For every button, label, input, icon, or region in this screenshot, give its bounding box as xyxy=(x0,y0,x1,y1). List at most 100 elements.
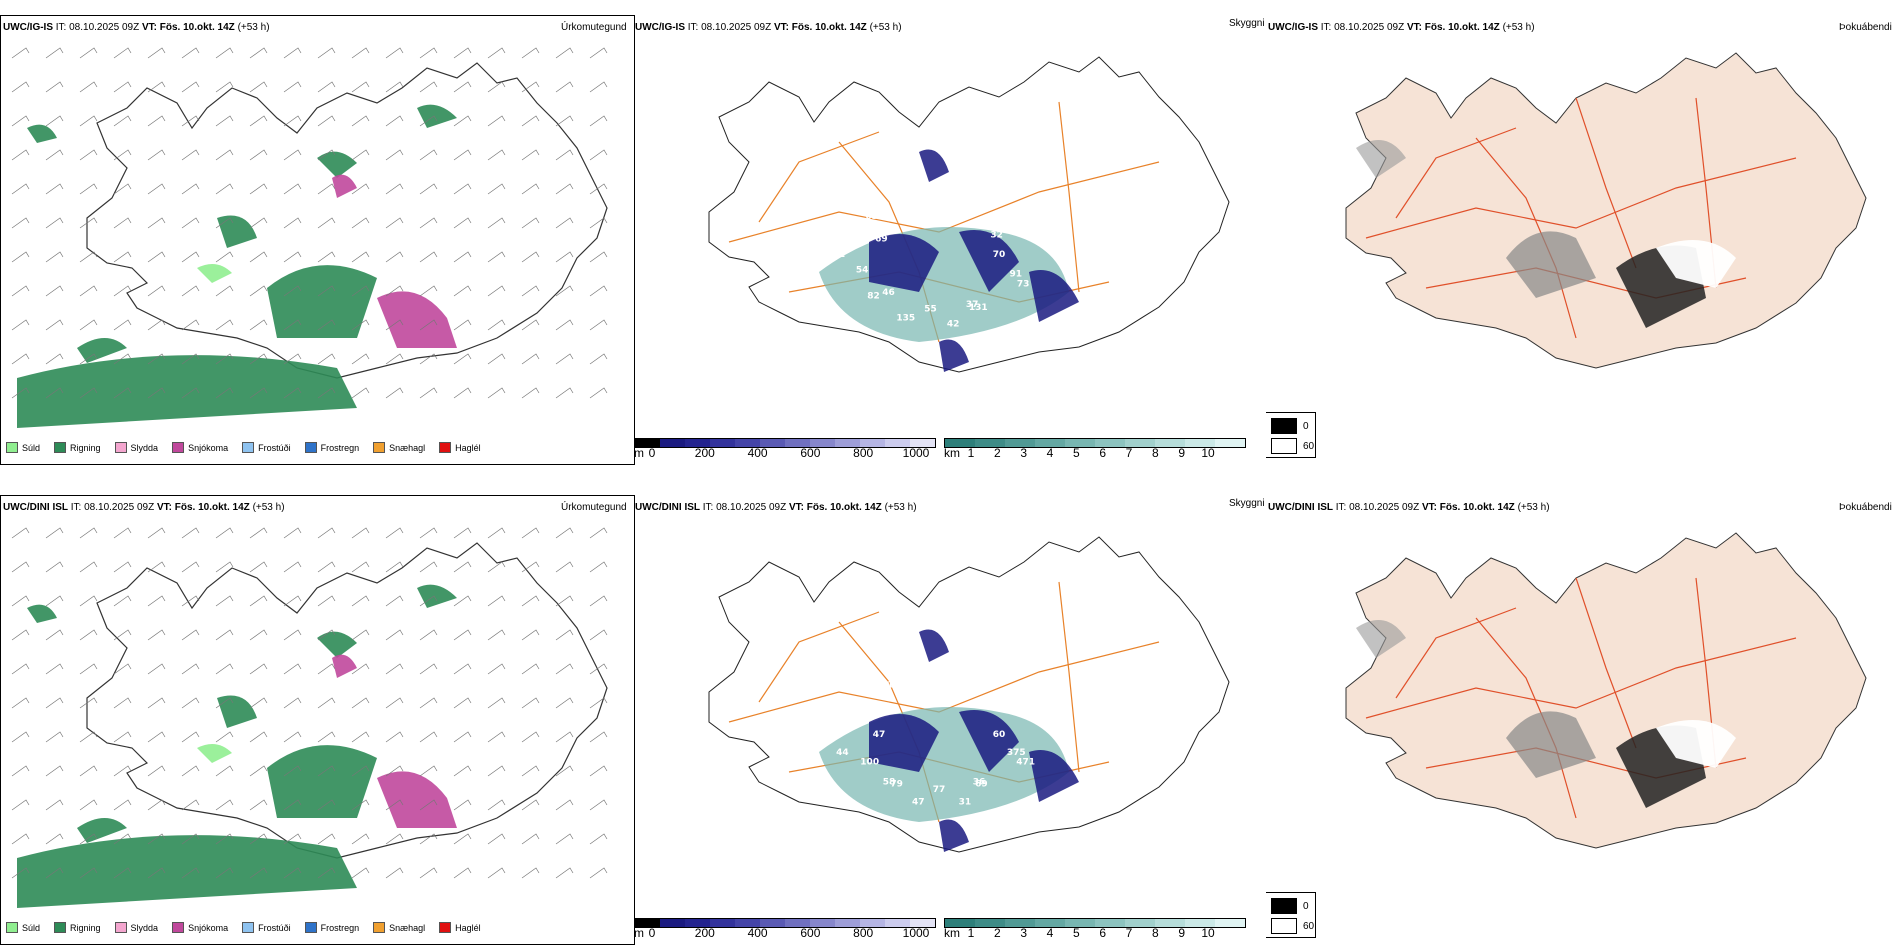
wind-barb xyxy=(215,799,234,811)
wind-barb xyxy=(589,115,608,127)
colorbar-segment xyxy=(910,439,935,447)
wind-barb xyxy=(79,765,98,777)
wind-barb xyxy=(589,731,608,743)
wind-barb xyxy=(147,561,166,573)
wind-barb xyxy=(11,81,30,93)
precip-legend: Súld Rigning Slydda Snjókoma Frostúði Frostre… xyxy=(6,922,481,933)
wind-barb xyxy=(385,697,404,709)
wind-barb xyxy=(283,319,302,331)
ceiling-colorbar xyxy=(634,438,936,448)
wind-barb xyxy=(113,251,132,263)
fog-legend-white-swatch xyxy=(1271,438,1297,454)
wind-barb xyxy=(521,629,540,641)
wind-barb xyxy=(45,319,64,331)
ceiling-value-label: 73 xyxy=(1017,280,1030,290)
wind-barb xyxy=(113,353,132,365)
wind-barb xyxy=(181,867,200,879)
wind-barb xyxy=(589,765,608,777)
wind-barb xyxy=(215,561,234,573)
visibility-ticks: 1 2 3 4 5 6 7 8 9 10 xyxy=(944,446,1244,462)
wind-barb xyxy=(215,47,234,59)
ceiling-value-label: 91 xyxy=(1010,270,1023,280)
wind-barb xyxy=(181,629,200,641)
colorbar-segment xyxy=(810,439,835,447)
wind-barb xyxy=(79,595,98,607)
wind-barb xyxy=(521,183,540,195)
wind-barb xyxy=(589,867,608,879)
wind-barb xyxy=(283,697,302,709)
ceiling-unit: m xyxy=(634,446,644,460)
ceiling-value-label: 100 xyxy=(860,758,879,768)
legend-label: Rigning xyxy=(70,922,101,933)
precip-legend-item: Snæhagl xyxy=(373,442,425,453)
wind-barb xyxy=(487,183,506,195)
colorbar-segment xyxy=(860,439,885,447)
wind-barb xyxy=(147,47,166,59)
fog-panel-top: UWC/IG-IS IT: 08.10.2025 09Z VT: Fös. 10… xyxy=(1266,14,1900,466)
wind-barb xyxy=(317,47,336,59)
wind-barb xyxy=(385,765,404,777)
wind-barb xyxy=(79,629,98,641)
wind-barb xyxy=(589,833,608,845)
wind-barb xyxy=(45,285,64,297)
colorbar-tick: 1000 xyxy=(902,926,930,940)
wind-barb xyxy=(589,149,608,161)
precip-panel-bottom: UWC/DINI ISL IT: 08.10.2025 09Z VT: Fös.… xyxy=(0,494,636,946)
wind-barb xyxy=(11,799,30,811)
precip-area xyxy=(197,744,232,763)
legend-swatch xyxy=(54,442,67,453)
wind-barb xyxy=(113,217,132,229)
ceiling-value-label: 67 xyxy=(921,196,934,206)
map-layer xyxy=(17,62,608,428)
ceiling-value-label: 52 xyxy=(833,250,846,260)
wind-barb xyxy=(181,595,200,607)
wind-barb xyxy=(317,799,336,811)
wind-barb xyxy=(215,251,234,263)
precip-header: UWC/IG-IS IT: 08.10.2025 09Z VT: Fös. 10… xyxy=(3,22,270,33)
wind-barb xyxy=(555,115,574,127)
wind-barb xyxy=(249,353,268,365)
wind-barb xyxy=(487,149,506,161)
wind-barb xyxy=(249,527,268,539)
legend-label: Rigning xyxy=(70,442,101,453)
wind-barb xyxy=(113,595,132,607)
wind-barb xyxy=(147,319,166,331)
colorbar-segment xyxy=(1035,919,1065,927)
wind-barb xyxy=(45,251,64,263)
wind-barb xyxy=(317,115,336,127)
map-layer xyxy=(1345,532,1867,849)
colorbar-tick: 10 xyxy=(1201,446,1215,460)
wind-barb xyxy=(453,833,472,845)
wind-barb xyxy=(555,731,574,743)
wind-barb xyxy=(215,81,234,93)
wind-barb xyxy=(555,47,574,59)
colorbar-segment xyxy=(885,919,910,927)
wind-barb xyxy=(113,183,132,195)
wind-barb xyxy=(385,629,404,641)
fog-legend: 0 60 xyxy=(1266,892,1316,938)
colorbar-tick: 400 xyxy=(747,446,768,460)
precip-map-frame xyxy=(0,15,635,465)
wind-barb xyxy=(385,731,404,743)
wind-barb xyxy=(555,285,574,297)
wind-barb xyxy=(147,765,166,777)
wind-barb xyxy=(385,799,404,811)
wind-barb xyxy=(147,353,166,365)
wind-barb xyxy=(11,595,30,607)
wind-barb xyxy=(453,663,472,675)
precip-area xyxy=(17,355,357,428)
ceiling-value-label: 77 xyxy=(933,785,946,795)
precip-title: Úrkomutegund xyxy=(561,22,627,33)
wind-barb xyxy=(181,47,200,59)
colorbar-segment xyxy=(1065,919,1095,927)
wind-barb xyxy=(317,867,336,879)
wind-barb xyxy=(283,47,302,59)
wind-barb xyxy=(249,731,268,743)
wind-barb xyxy=(419,765,438,777)
legend-swatch xyxy=(114,922,127,933)
wind-barb xyxy=(521,285,540,297)
precip-area xyxy=(27,604,57,623)
wind-barb xyxy=(385,663,404,675)
wind-barb xyxy=(351,527,370,539)
wind-barb xyxy=(453,629,472,641)
